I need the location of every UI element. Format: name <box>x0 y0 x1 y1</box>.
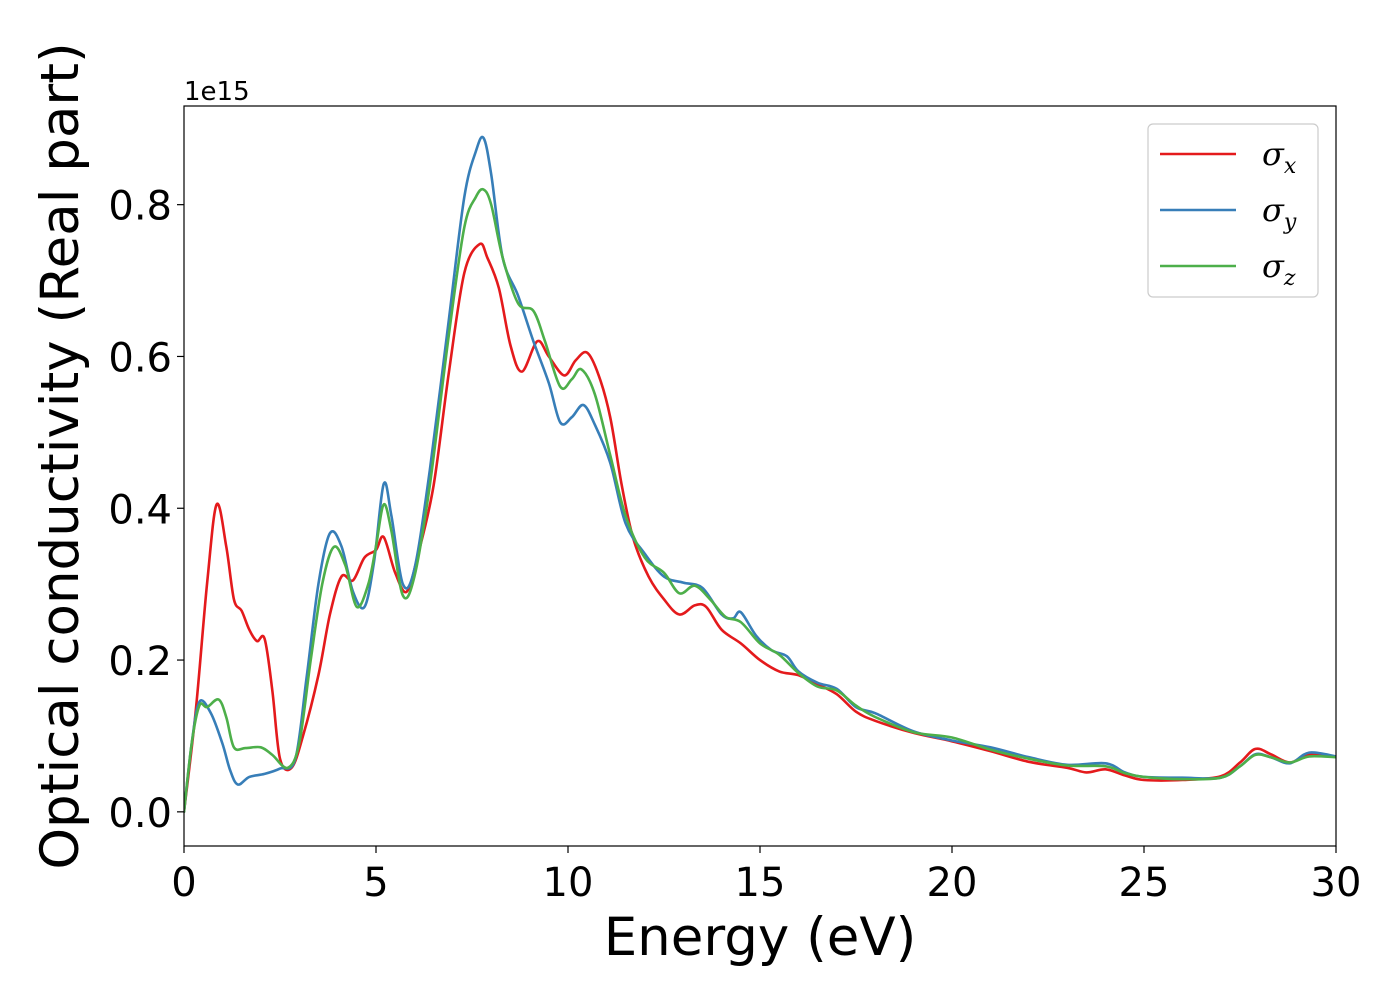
x-tick-label: 20 <box>927 860 978 906</box>
legend-label-z: σz <box>1262 247 1296 291</box>
x-axis-ticks: 0 5 10 15 20 25 30 <box>171 846 1361 906</box>
y-axis-offset-label: 1e15 <box>184 77 250 107</box>
legend-subscript: y <box>1283 210 1297 235</box>
y-tick-label: 0.2 <box>108 639 172 685</box>
y-tick-label: 0.0 <box>108 791 172 837</box>
y-tick-label: 0.6 <box>108 335 172 381</box>
x-tick-label: 0 <box>171 860 196 906</box>
x-tick-label: 15 <box>735 860 786 906</box>
legend-label-x: σx <box>1262 135 1297 179</box>
legend-subscript: z <box>1283 266 1296 291</box>
x-tick-label: 25 <box>1119 860 1170 906</box>
y-axis-label: Optical conductivity (Real part) <box>30 42 91 869</box>
legend-label-y: σy <box>1262 191 1297 235</box>
x-tick-label: 5 <box>363 860 388 906</box>
y-tick-label: 0.4 <box>108 487 172 533</box>
series-line-z <box>184 187 1336 814</box>
legend-symbol: σ <box>1262 247 1285 285</box>
x-tick-label: 30 <box>1311 860 1362 906</box>
y-tick-label: 0.8 <box>108 184 172 230</box>
legend-symbol: σ <box>1262 135 1285 173</box>
y-axis-ticks: 0.0 0.2 0.4 0.6 0.8 <box>108 184 184 837</box>
x-tick-label: 10 <box>543 860 594 906</box>
legend-subscript: x <box>1284 154 1297 179</box>
legend-symbol: σ <box>1262 191 1285 229</box>
x-axis-label: Energy (eV) <box>604 907 917 968</box>
series-layer <box>184 135 1336 814</box>
